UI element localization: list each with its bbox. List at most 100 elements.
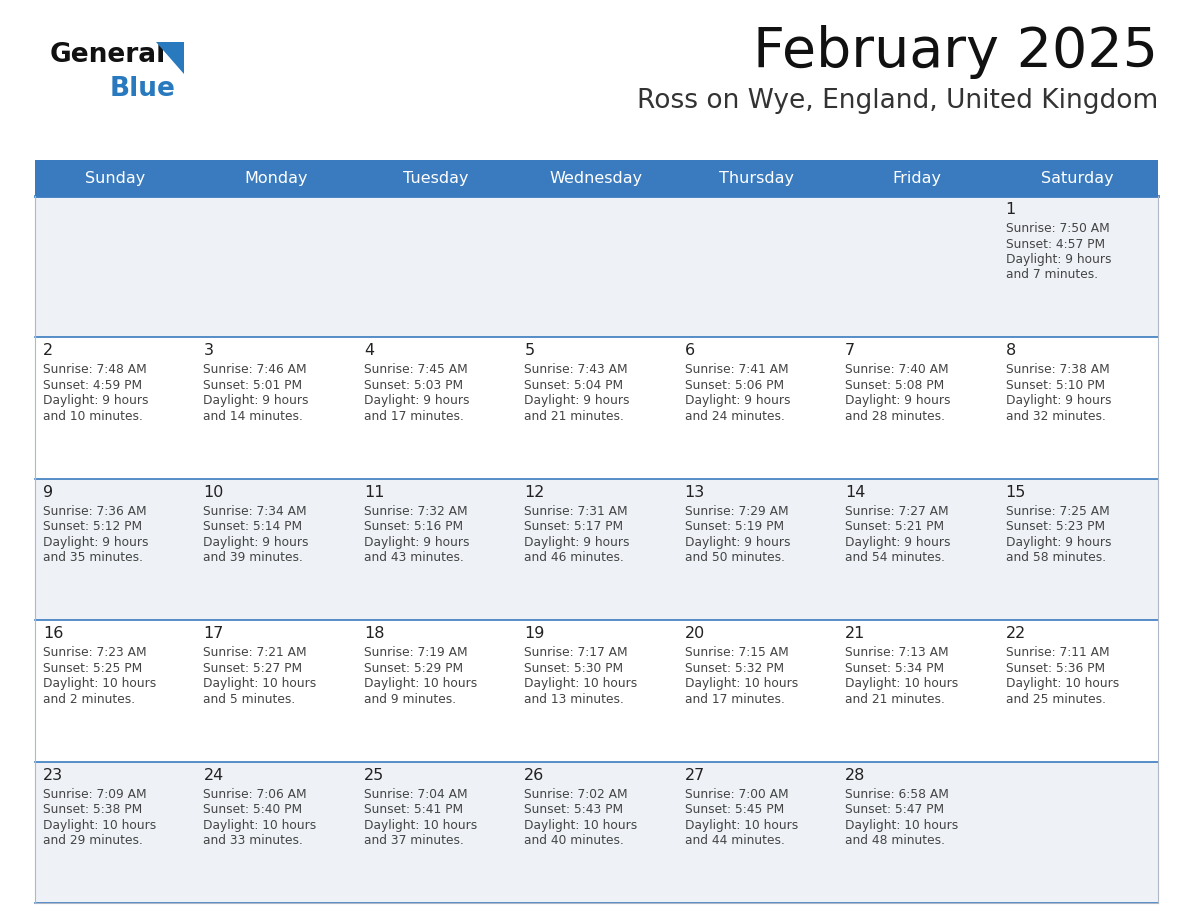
Text: Sunrise: 7:09 AM: Sunrise: 7:09 AM	[43, 788, 146, 800]
Text: Sunrise: 7:23 AM: Sunrise: 7:23 AM	[43, 646, 146, 659]
Text: 9: 9	[43, 485, 53, 499]
Text: Tuesday: Tuesday	[403, 171, 469, 185]
Text: Daylight: 9 hours: Daylight: 9 hours	[364, 536, 469, 549]
Text: Sunset: 5:30 PM: Sunset: 5:30 PM	[524, 662, 624, 675]
Text: Daylight: 9 hours: Daylight: 9 hours	[845, 536, 950, 549]
Text: and 10 minutes.: and 10 minutes.	[43, 410, 143, 423]
Text: Sunset: 5:12 PM: Sunset: 5:12 PM	[43, 521, 143, 533]
Text: Sunrise: 7:32 AM: Sunrise: 7:32 AM	[364, 505, 468, 518]
Text: 18: 18	[364, 626, 385, 641]
Text: and 21 minutes.: and 21 minutes.	[524, 410, 624, 423]
Text: and 33 minutes.: and 33 minutes.	[203, 834, 303, 847]
Polygon shape	[156, 42, 184, 74]
Text: Sunrise: 7:00 AM: Sunrise: 7:00 AM	[684, 788, 789, 800]
Text: Daylight: 10 hours: Daylight: 10 hours	[684, 819, 798, 832]
Text: Wednesday: Wednesday	[550, 171, 643, 185]
Text: and 54 minutes.: and 54 minutes.	[845, 552, 946, 565]
Text: and 7 minutes.: and 7 minutes.	[1005, 268, 1098, 282]
Text: Sunrise: 7:34 AM: Sunrise: 7:34 AM	[203, 505, 307, 518]
Text: Sunrise: 7:11 AM: Sunrise: 7:11 AM	[1005, 646, 1110, 659]
Text: Sunrise: 7:38 AM: Sunrise: 7:38 AM	[1005, 364, 1110, 376]
Text: 16: 16	[43, 626, 63, 641]
Text: Daylight: 9 hours: Daylight: 9 hours	[364, 395, 469, 408]
Text: Sunrise: 7:06 AM: Sunrise: 7:06 AM	[203, 788, 307, 800]
Text: and 43 minutes.: and 43 minutes.	[364, 552, 463, 565]
Text: and 44 minutes.: and 44 minutes.	[684, 834, 784, 847]
Text: Sunrise: 7:36 AM: Sunrise: 7:36 AM	[43, 505, 146, 518]
Text: Daylight: 9 hours: Daylight: 9 hours	[203, 395, 309, 408]
Text: and 17 minutes.: and 17 minutes.	[684, 693, 784, 706]
Text: 2: 2	[43, 343, 53, 358]
Text: 26: 26	[524, 767, 544, 783]
Bar	[34, 160, 1158, 196]
Text: and 40 minutes.: and 40 minutes.	[524, 834, 624, 847]
Bar	[34, 196, 1158, 338]
Text: 19: 19	[524, 626, 544, 641]
Text: Sunset: 5:04 PM: Sunset: 5:04 PM	[524, 379, 624, 392]
Text: and 5 minutes.: and 5 minutes.	[203, 693, 296, 706]
Text: and 2 minutes.: and 2 minutes.	[43, 693, 135, 706]
Text: Daylight: 10 hours: Daylight: 10 hours	[524, 819, 638, 832]
Text: Sunrise: 7:45 AM: Sunrise: 7:45 AM	[364, 364, 468, 376]
Text: Sunrise: 7:29 AM: Sunrise: 7:29 AM	[684, 505, 789, 518]
Text: 14: 14	[845, 485, 866, 499]
Text: and 13 minutes.: and 13 minutes.	[524, 693, 624, 706]
Text: Sunrise: 6:58 AM: Sunrise: 6:58 AM	[845, 788, 949, 800]
Text: and 21 minutes.: and 21 minutes.	[845, 693, 944, 706]
Text: Sunset: 5:40 PM: Sunset: 5:40 PM	[203, 803, 303, 816]
Text: Daylight: 10 hours: Daylight: 10 hours	[43, 677, 157, 690]
Text: and 58 minutes.: and 58 minutes.	[1005, 552, 1106, 565]
Text: 4: 4	[364, 343, 374, 358]
Text: 22: 22	[1005, 626, 1025, 641]
Text: Sunrise: 7:31 AM: Sunrise: 7:31 AM	[524, 505, 628, 518]
Text: Daylight: 10 hours: Daylight: 10 hours	[43, 819, 157, 832]
Text: Sunset: 5:34 PM: Sunset: 5:34 PM	[845, 662, 944, 675]
Text: 6: 6	[684, 343, 695, 358]
Text: Daylight: 9 hours: Daylight: 9 hours	[1005, 536, 1111, 549]
Text: Sunrise: 7:15 AM: Sunrise: 7:15 AM	[684, 646, 789, 659]
Text: Sunday: Sunday	[86, 171, 145, 185]
Bar	[34, 621, 1158, 762]
Text: Daylight: 9 hours: Daylight: 9 hours	[845, 395, 950, 408]
Text: and 9 minutes.: and 9 minutes.	[364, 693, 456, 706]
Text: and 24 minutes.: and 24 minutes.	[684, 410, 784, 423]
Text: 17: 17	[203, 626, 223, 641]
Text: 24: 24	[203, 767, 223, 783]
Text: Daylight: 9 hours: Daylight: 9 hours	[203, 536, 309, 549]
Text: Sunrise: 7:13 AM: Sunrise: 7:13 AM	[845, 646, 949, 659]
Text: Sunrise: 7:43 AM: Sunrise: 7:43 AM	[524, 364, 628, 376]
Text: Daylight: 10 hours: Daylight: 10 hours	[203, 677, 317, 690]
Text: Daylight: 9 hours: Daylight: 9 hours	[1005, 395, 1111, 408]
Text: Daylight: 10 hours: Daylight: 10 hours	[1005, 677, 1119, 690]
Text: Daylight: 9 hours: Daylight: 9 hours	[684, 395, 790, 408]
Text: Sunrise: 7:41 AM: Sunrise: 7:41 AM	[684, 364, 789, 376]
Text: Sunrise: 7:21 AM: Sunrise: 7:21 AM	[203, 646, 307, 659]
Text: 10: 10	[203, 485, 223, 499]
Text: Sunset: 5:29 PM: Sunset: 5:29 PM	[364, 662, 463, 675]
Text: Sunset: 5:38 PM: Sunset: 5:38 PM	[43, 803, 143, 816]
Text: Daylight: 9 hours: Daylight: 9 hours	[684, 536, 790, 549]
Text: Daylight: 10 hours: Daylight: 10 hours	[845, 677, 959, 690]
Text: and 46 minutes.: and 46 minutes.	[524, 552, 624, 565]
Text: and 29 minutes.: and 29 minutes.	[43, 834, 143, 847]
Text: and 28 minutes.: and 28 minutes.	[845, 410, 946, 423]
Text: and 35 minutes.: and 35 minutes.	[43, 552, 143, 565]
Text: Sunset: 5:19 PM: Sunset: 5:19 PM	[684, 521, 784, 533]
Text: Sunrise: 7:19 AM: Sunrise: 7:19 AM	[364, 646, 468, 659]
Text: 20: 20	[684, 626, 704, 641]
Text: 15: 15	[1005, 485, 1026, 499]
Text: 7: 7	[845, 343, 855, 358]
Text: Sunset: 5:14 PM: Sunset: 5:14 PM	[203, 521, 303, 533]
Text: Sunset: 5:25 PM: Sunset: 5:25 PM	[43, 662, 143, 675]
Text: Friday: Friday	[893, 171, 942, 185]
Text: Sunset: 5:03 PM: Sunset: 5:03 PM	[364, 379, 463, 392]
Text: Sunrise: 7:02 AM: Sunrise: 7:02 AM	[524, 788, 628, 800]
Text: Sunset: 5:27 PM: Sunset: 5:27 PM	[203, 662, 303, 675]
Text: and 14 minutes.: and 14 minutes.	[203, 410, 303, 423]
Text: Saturday: Saturday	[1042, 171, 1114, 185]
Text: Daylight: 10 hours: Daylight: 10 hours	[364, 677, 478, 690]
Text: Sunset: 5:23 PM: Sunset: 5:23 PM	[1005, 521, 1105, 533]
Text: Sunset: 5:45 PM: Sunset: 5:45 PM	[684, 803, 784, 816]
Text: 3: 3	[203, 343, 214, 358]
Text: 1: 1	[1005, 202, 1016, 217]
